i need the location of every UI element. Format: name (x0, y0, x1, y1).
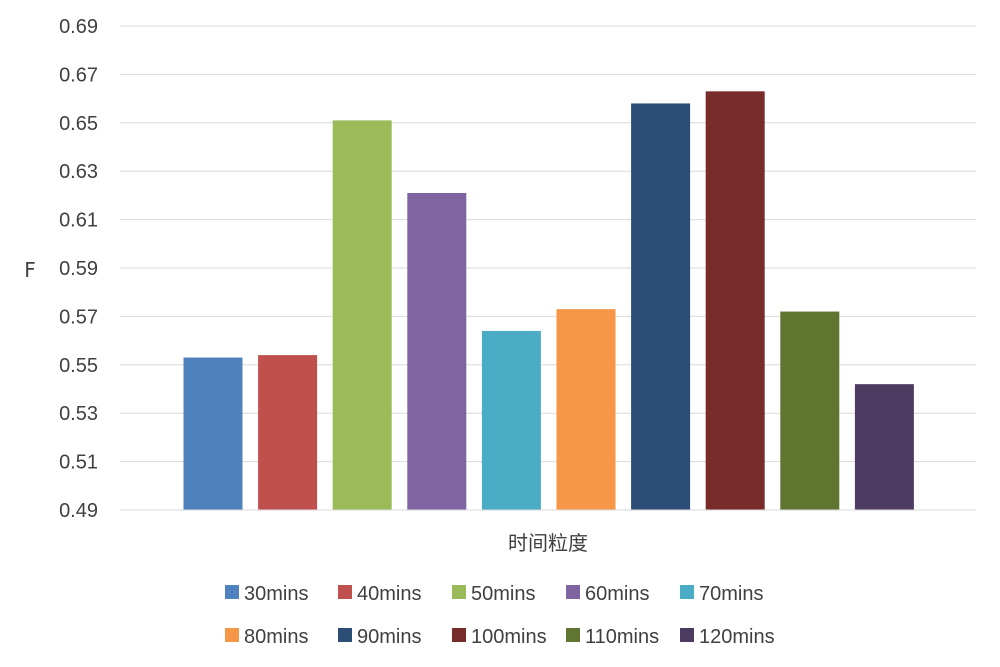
bar-110mins (780, 311, 840, 510)
bar-40mins (258, 355, 318, 510)
bar-60mins (407, 192, 467, 511)
y-tick-label: 0.59 (59, 258, 98, 280)
legend-swatch (452, 585, 466, 599)
y-tick-label: 0.67 (59, 64, 98, 86)
y-tick-label: 0.57 (59, 306, 98, 328)
bar-90mins (631, 103, 691, 510)
legend-label: 110mins (585, 626, 659, 648)
legend-label: 90mins (357, 626, 421, 648)
legend-swatch (338, 628, 352, 642)
bar-70mins (481, 330, 541, 510)
legend-label: 50mins (471, 583, 535, 605)
y-tick-label: 0.49 (59, 500, 98, 522)
legend-swatch (338, 585, 352, 599)
legend-swatch (452, 628, 466, 642)
gridlines (120, 25, 976, 463)
legend-label: 80mins (244, 626, 308, 648)
legend-label: 40mins (357, 583, 421, 605)
y-tick-label: 0.55 (59, 355, 98, 377)
bar-120mins (854, 384, 914, 510)
bar-100mins (705, 91, 765, 510)
legend-label: 60mins (585, 583, 649, 605)
legend: 30mins 40mins 50mins 60mins 70mins 80mins 90mi… (225, 583, 775, 648)
legend-label: 100mins (471, 626, 547, 648)
legend-swatch (225, 628, 239, 642)
y-tick-label: 0.69 (59, 16, 98, 38)
bar-80mins (556, 309, 616, 510)
x-axis-title: 时间粒度 (508, 531, 588, 555)
legend-swatch (680, 628, 694, 642)
bar-30mins (183, 357, 243, 510)
legend-swatch (225, 585, 239, 599)
legend-swatch (680, 585, 694, 599)
y-axis-title: F (24, 258, 36, 282)
legend-label: 120mins (699, 626, 775, 648)
y-tick-label: 0.63 (59, 161, 98, 183)
y-tick-label: 0.61 (59, 210, 98, 232)
bars (183, 91, 914, 511)
bar-50mins (332, 120, 392, 510)
y-tick-label: 0.53 (59, 403, 98, 425)
y-axis-ticks: 0.49 0.51 0.53 0.55 0.57 0.59 0.61 0.63 0.65 0.67… (59, 16, 98, 522)
legend-label: 70mins (699, 583, 763, 605)
legend-swatch (566, 585, 580, 599)
y-tick-label: 0.51 (59, 452, 98, 474)
legend-label: 30mins (244, 583, 308, 605)
legend-swatch (566, 628, 580, 642)
y-tick-label: 0.65 (59, 113, 98, 135)
